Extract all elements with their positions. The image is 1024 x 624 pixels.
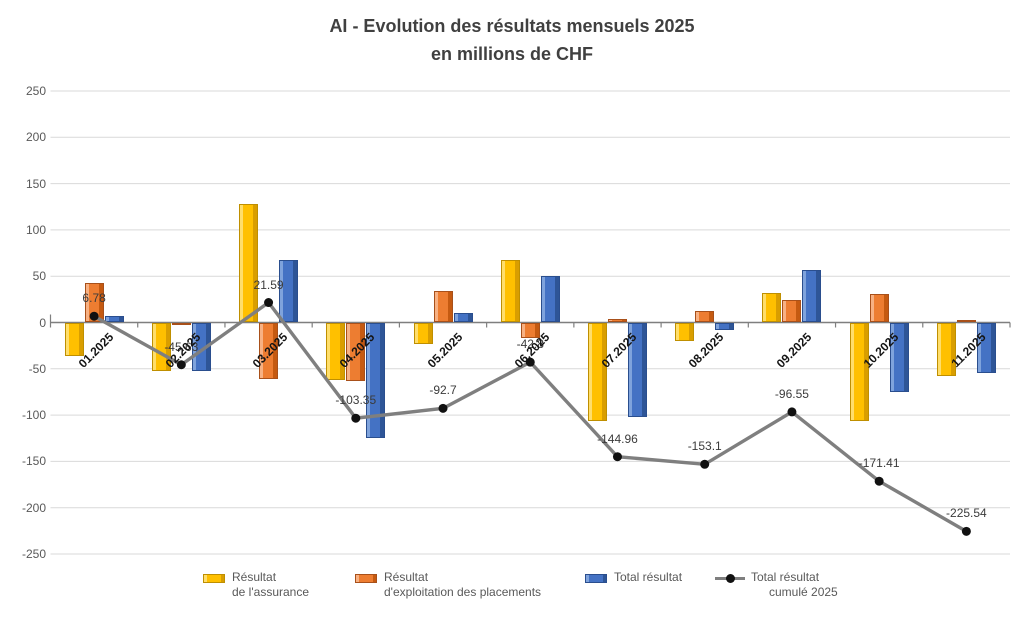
bar-placements-07.2025 [607,319,627,323]
legend-label-placements-line2: d'exploitation des placements [384,585,542,599]
cumulative-data-label-04.2025: -103.35 [335,393,377,408]
y-axis-tick-label: 150 [25,176,46,191]
cumulative-marker-09.2025 [787,407,797,417]
legend-swatch-placements [355,574,377,583]
legend-label-assurance: Résultat de l'assurance [232,570,309,600]
cumulative-marker-02.2025 [176,360,186,370]
legend-item-total: Total résultat [585,570,682,585]
legend-item-placements: Résultat d'exploitation des placements [355,570,541,600]
legend-marker-dot-icon [726,574,735,583]
cumulative-data-label-02.2025: -45.63 [164,339,199,354]
cumulative-marker-11.2025 [961,526,971,536]
y-axis-tick-label: -100 [21,408,46,423]
bar-total-01.2025 [104,316,124,323]
bar-placements-01.2025 [84,282,104,323]
bar-assurance-03.2025 [239,203,259,323]
cumulative-marker-03.2025 [264,298,274,308]
bar-placements-02.2025 [171,322,191,325]
legend-label-placements: Résultat d'exploitation des placements [384,570,541,600]
legend-label-assurance-line1: Résultat [232,570,277,584]
cumulative-data-label-07.2025: -144.96 [597,431,638,446]
bar-assurance-06.2025 [500,260,520,323]
chart-title: AI - Evolution des résultats mensuels 20… [0,12,1024,68]
bar-placements-04.2025 [346,322,366,381]
bar-total-07.2025 [627,322,647,418]
legend-label-cumule: Total résultat cumulé 2025 [751,570,838,600]
bar-assurance-11.2025 [936,322,956,376]
legend-label-placements-line1: Résultat [384,570,429,584]
y-axis-tick-label: -150 [21,454,46,469]
cumulative-marker-08.2025 [700,459,710,469]
bar-assurance-02.2025 [151,322,171,371]
y-axis-tick-label: 250 [25,84,46,98]
cumulative-data-label-08.2025: -153.1 [687,439,722,454]
bar-placements-09.2025 [782,299,802,323]
y-axis-tick-label: -50 [28,361,46,376]
legend-item-assurance: Résultat de l'assurance [203,570,309,600]
chart-legend: Résultat de l'assurance Résultat d'explo… [0,570,1024,616]
legend-label-total: Total résultat [614,570,682,585]
cumulative-marker-05.2025 [438,403,448,413]
cumulative-data-label-10.2025: -171.41 [858,456,900,471]
cumulative-data-label-11.2025: -225.54 [946,506,987,521]
bar-placements-08.2025 [695,311,715,323]
cumulative-data-label-03.2025: 21.59 [253,277,284,292]
cumulative-marker-04.2025 [351,413,361,423]
bar-total-11.2025 [976,322,996,373]
bar-total-06.2025 [540,276,560,323]
bar-total-09.2025 [802,270,822,323]
bar-assurance-05.2025 [413,322,433,344]
cumulative-marker-01.2025 [89,311,99,321]
legend-label-assurance-line2: de l'assurance [232,585,310,599]
bar-assurance-10.2025 [849,322,869,421]
bar-total-10.2025 [889,322,909,392]
bar-assurance-07.2025 [587,322,607,421]
bar-placements-11.2025 [956,319,976,323]
cumulative-data-label-01.2025: 6.78 [82,291,106,306]
bar-total-05.2025 [453,312,473,323]
bar-total-04.2025 [366,322,386,439]
cumulative-data-label-06.2025: -42.8 [516,337,544,352]
bar-assurance-01.2025 [64,322,84,356]
chart-title-line1: AI - Evolution des résultats mensuels 20… [329,16,695,36]
bar-placements-05.2025 [433,291,453,323]
legend-label-total-line1: Total résultat [614,570,683,584]
chart-title-line2: en millions de CHF [430,44,594,64]
legend-swatch-cumule-line [715,570,745,585]
cumulative-marker-10.2025 [874,476,884,486]
legend-label-cumule-line1: Total résultat [751,570,820,584]
bar-placements-10.2025 [869,293,889,323]
bar-placements-06.2025 [520,322,540,339]
bar-total-08.2025 [715,322,735,331]
y-axis-tick-label: -250 [21,547,46,561]
cumulative-data-label-09.2025: -96.55 [774,386,809,401]
cumulative-marker-07.2025 [612,452,622,462]
bar-total-02.2025 [191,322,211,372]
bar-total-03.2025 [279,260,299,323]
y-axis-tick-label: 50 [32,269,46,284]
cumulative-marker-06.2025 [525,357,535,367]
legend-swatch-assurance [203,574,225,583]
legend-swatch-total [585,574,607,583]
legend-item-cumule: Total résultat cumulé 2025 [715,570,838,600]
bar-assurance-08.2025 [675,322,695,342]
bar-placements-03.2025 [259,322,279,379]
y-axis-tick-label: 100 [25,222,46,237]
y-axis-tick-label: 0 [39,315,46,330]
bar-assurance-09.2025 [762,292,782,323]
cumulative-data-label-05.2025: -92.7 [429,383,457,398]
bar-assurance-04.2025 [326,322,346,380]
y-axis-tick-label: 200 [25,130,46,145]
y-axis-tick-label: -200 [21,500,46,515]
legend-label-cumule-line2: cumulé 2025 [769,585,838,599]
